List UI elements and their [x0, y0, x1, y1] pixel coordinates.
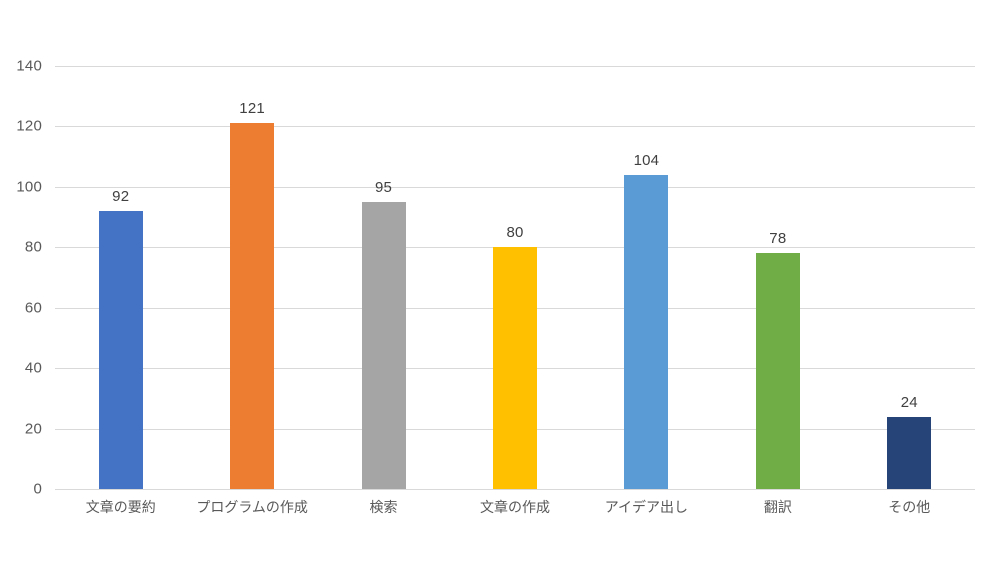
bar-value-label: 24 [900, 393, 918, 411]
bar-value-label: 121 [239, 100, 265, 118]
bar-group[interactable]: 80 [449, 66, 580, 489]
x-axis-tick-label: プログラムの作成 [196, 499, 308, 515]
x-axis: 文章の要約 プログラムの作成 検索 文章の作成 アイデア出し 翻訳 その他 [55, 495, 975, 535]
gridline [55, 186, 975, 188]
bar[interactable]: 121 [230, 100, 275, 489]
gridline [55, 489, 975, 490]
bar[interactable]: 24 [887, 394, 932, 489]
bar[interactable]: 92 [98, 188, 143, 489]
bar-value-label: 95 [375, 178, 393, 196]
x-axis-category: 文章の作成 [449, 495, 580, 519]
bar-group[interactable]: 78 [712, 66, 843, 489]
y-axis-tick-label: 60 [24, 299, 42, 317]
x-axis-category: その他 [844, 495, 975, 519]
y-axis-tick-label: 100 [16, 178, 42, 196]
bar-group[interactable]: 24 [844, 66, 975, 489]
x-axis-tick-label: 翻訳 [763, 499, 792, 515]
y-axis-tick-label: 80 [24, 238, 42, 256]
x-axis-tick-label: 検索 [369, 499, 398, 515]
bar-group[interactable]: 121 [186, 66, 317, 489]
bar[interactable]: 80 [492, 224, 537, 489]
bar-group[interactable]: 92 [55, 66, 186, 489]
x-axis-tick-label: その他 [888, 499, 931, 515]
y-axis-tick-label: 140 [16, 57, 42, 75]
y-axis-tick-label: 120 [16, 117, 42, 135]
x-axis-tick-label: 文章の要約 [85, 499, 156, 515]
y-axis-tick-label: 20 [24, 420, 42, 438]
bar-value-label: 104 [633, 151, 660, 169]
bar-value-label: 80 [506, 224, 524, 242]
bar-value-label: 78 [769, 230, 787, 248]
x-axis-category: プログラムの作成 [186, 495, 317, 519]
y-axis-tick-label: 0 [33, 480, 42, 498]
x-axis-category: アイデア出し [581, 495, 712, 519]
gridline [55, 126, 975, 128]
bar-group[interactable]: 95 [318, 66, 449, 489]
x-axis-category: 文章の要約 [55, 495, 186, 519]
y-axis: 0 20 40 60 80 100 120 140 [0, 58, 42, 498]
gridline [55, 66, 975, 67]
bar[interactable]: 95 [361, 179, 406, 489]
x-axis-category: 翻訳 [712, 495, 843, 519]
x-axis-category: 検索 [318, 495, 449, 519]
x-axis-tick-label: 文章の作成 [479, 499, 550, 515]
bar[interactable]: 78 [755, 230, 800, 489]
bar-value-label: 92 [112, 188, 130, 206]
bars-layer: 92 121 95 80 104 78 24 [55, 66, 975, 489]
bar-group[interactable]: 104 [581, 66, 712, 489]
y-axis-tick-label: 40 [24, 359, 42, 377]
bar[interactable]: 104 [624, 152, 669, 489]
x-axis-tick-label: アイデア出し [604, 499, 689, 515]
